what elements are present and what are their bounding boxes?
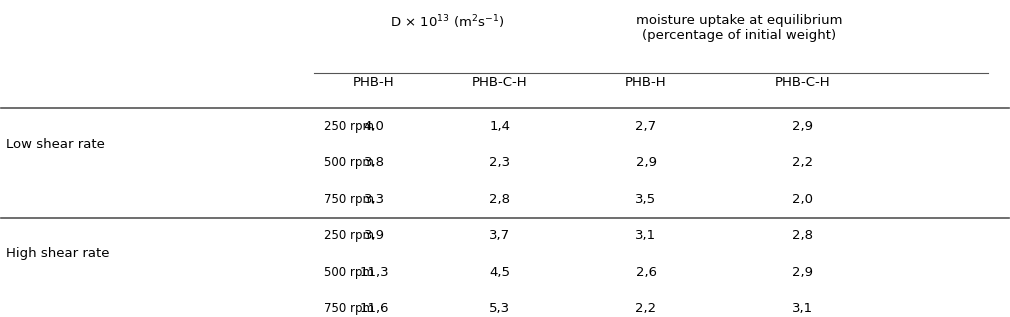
Text: 3,5: 3,5 [635,193,656,206]
Text: 2,9: 2,9 [635,156,656,169]
Text: 750 rpm: 750 rpm [324,193,374,206]
Text: 2,2: 2,2 [792,156,813,169]
Text: 500 rpm: 500 rpm [324,156,374,169]
Text: 5,3: 5,3 [490,302,510,315]
Text: moisture uptake at equilibrium
(percentage of initial weight): moisture uptake at equilibrium (percenta… [636,14,842,42]
Text: Low shear rate: Low shear rate [6,138,105,151]
Text: PHB-C-H: PHB-C-H [472,75,528,88]
Text: PHB-H: PHB-H [625,75,667,88]
Text: 3,3: 3,3 [364,193,385,206]
Text: PHB-C-H: PHB-C-H [775,75,830,88]
Text: 2,2: 2,2 [635,302,656,315]
Text: 250 rpm: 250 rpm [324,229,374,242]
Text: 3,7: 3,7 [490,229,510,242]
Text: D $\times$ 10$^{13}$ (m$^{2}$s$^{-1}$): D $\times$ 10$^{13}$ (m$^{2}$s$^{-1}$) [390,14,504,31]
Text: 3,1: 3,1 [635,229,656,242]
Text: 2,0: 2,0 [792,193,813,206]
Text: 4,5: 4,5 [490,266,510,279]
Text: 3,8: 3,8 [364,156,385,169]
Text: 2,6: 2,6 [635,266,656,279]
Text: 3,9: 3,9 [364,229,385,242]
Text: 3,1: 3,1 [792,302,813,315]
Text: 500 rpm: 500 rpm [324,266,374,279]
Text: 11,3: 11,3 [360,266,389,279]
Text: 11,6: 11,6 [360,302,389,315]
Text: 750 rpm: 750 rpm [324,302,374,315]
Text: 2,8: 2,8 [792,229,813,242]
Text: 2,7: 2,7 [635,120,656,133]
Text: 2,3: 2,3 [490,156,510,169]
Text: 1,4: 1,4 [490,120,510,133]
Text: 2,9: 2,9 [792,266,813,279]
Text: 4,0: 4,0 [364,120,385,133]
Text: 2,9: 2,9 [792,120,813,133]
Text: 250 rpm: 250 rpm [324,120,374,133]
Text: 2,8: 2,8 [490,193,510,206]
Text: PHB-H: PHB-H [354,75,395,88]
Text: High shear rate: High shear rate [6,248,110,261]
